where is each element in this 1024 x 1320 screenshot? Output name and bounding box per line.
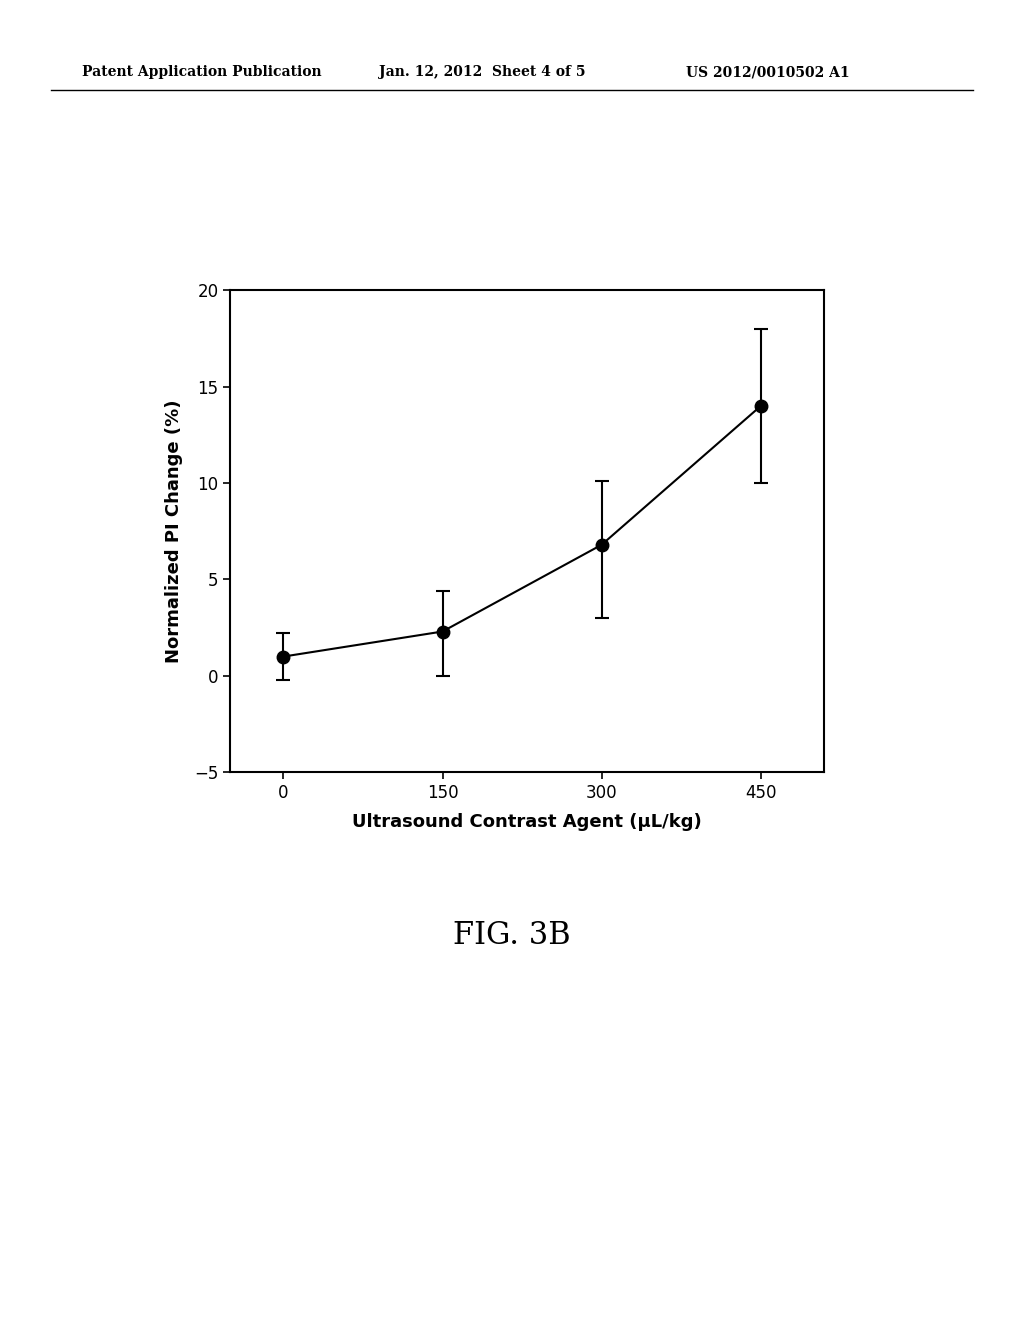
Text: FIG. 3B: FIG. 3B	[454, 920, 570, 950]
Text: Patent Application Publication: Patent Application Publication	[82, 65, 322, 79]
Text: US 2012/0010502 A1: US 2012/0010502 A1	[686, 65, 850, 79]
Text: Jan. 12, 2012  Sheet 4 of 5: Jan. 12, 2012 Sheet 4 of 5	[379, 65, 586, 79]
X-axis label: Ultrasound Contrast Agent (μL/kg): Ultrasound Contrast Agent (μL/kg)	[352, 813, 702, 832]
Y-axis label: Normalized PI Change (%): Normalized PI Change (%)	[165, 400, 183, 663]
